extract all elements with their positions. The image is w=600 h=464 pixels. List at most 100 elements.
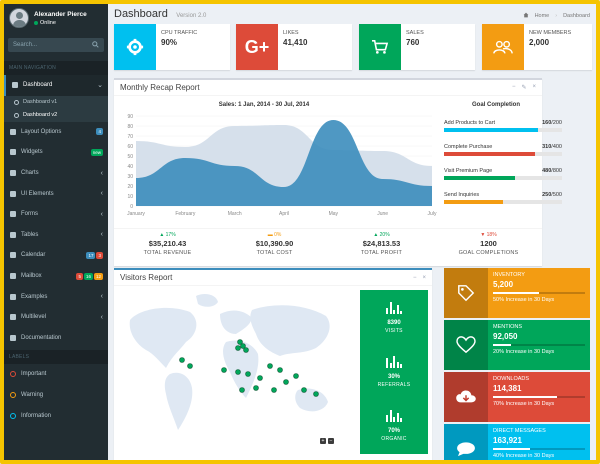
stat-label: REFERRALS [377, 382, 411, 388]
collapse-icon[interactable]: − [412, 274, 417, 281]
info-value: 90% [161, 38, 178, 47]
sidebar-item-charts[interactable]: Charts ‹ [4, 163, 108, 184]
visitor-marker[interactable] [271, 387, 277, 393]
world-map[interactable] [120, 290, 350, 450]
info-box-likes: G+ LIKES 41,410 [236, 24, 352, 70]
chevron-left-icon: ‹ [100, 169, 103, 177]
sidebar-item-mailbox[interactable]: Mailbox 5 16 12 [4, 266, 108, 287]
y-tick-label: 20 [127, 184, 133, 190]
info-box-members: NEW MEMBERS 2,000 [482, 24, 592, 70]
sidebar-item-multilevel[interactable]: Multilevel ‹ [4, 307, 108, 328]
visitor-marker[interactable] [283, 379, 289, 385]
visitor-marker[interactable] [237, 339, 243, 345]
info-box-sales: SALES 760 [359, 24, 475, 70]
visitor-marker[interactable] [277, 367, 283, 373]
tile-description: 50% Increase in 30 Days [493, 297, 555, 303]
visitor-marker[interactable] [253, 385, 259, 391]
search-input[interactable]: Search... [8, 38, 104, 52]
info-value: 41,410 [283, 38, 308, 47]
sidebar-item-documentation[interactable]: Documentation [4, 328, 108, 349]
visits-stat: 8390 VISITS [360, 300, 428, 334]
bar-chart-icon [360, 408, 428, 422]
chart-title: Sales: 1 Jan, 2014 - 30 Jul, 2014 [218, 102, 310, 108]
visitor-marker[interactable] [257, 375, 263, 381]
sidebar-item-layout-options[interactable]: Layout Options 4 [4, 122, 108, 143]
visitor-marker[interactable] [179, 357, 185, 363]
visitor-marker[interactable] [240, 343, 246, 349]
goal-item: Send Inquiries 250/500 [444, 192, 562, 204]
main-content: Dashboard Version 2.0 Home › Dashboard C… [108, 4, 596, 460]
stat-value: 30% [387, 374, 400, 380]
visitors-report-box: Visitors Report − × + − [114, 268, 432, 460]
wrench-icon[interactable]: ✎ [521, 85, 527, 91]
sidebar-item-tables[interactable]: Tables ‹ [4, 225, 108, 246]
zoom-out-button[interactable]: − [328, 438, 334, 444]
sidebar-item-label: Dashboard [23, 82, 53, 89]
search-icon[interactable] [92, 40, 99, 50]
goal-total: 200 [552, 120, 562, 126]
table-icon [10, 231, 16, 238]
visitor-marker[interactable] [243, 347, 249, 353]
sidebar-item-examples[interactable]: Examples ‹ [4, 286, 108, 307]
folder-icon [10, 293, 16, 300]
tile-mentions: MENTIONS 92,050 20% Increase in 30 Days [444, 320, 590, 370]
sidebar-item-calendar[interactable]: Calendar 17 3 [4, 245, 108, 266]
sidebar-item-forms[interactable]: Forms ‹ [4, 204, 108, 225]
y-tick-label: 60 [127, 144, 133, 150]
stat-percentage: ▼ 18% [480, 232, 497, 238]
info-box-cpu: CPU TRAFFIC 90% [114, 24, 230, 70]
visitor-marker[interactable] [313, 391, 319, 397]
calendar-icon [10, 252, 16, 259]
info-label: LIKES [283, 30, 299, 36]
stat-value: 8390 [387, 320, 401, 326]
user-status: Online [34, 20, 87, 26]
visitor-marker[interactable] [235, 345, 241, 351]
sidebar-subitem-dashboard-v1[interactable]: Dashboard v1 [4, 96, 108, 109]
sidebar-label-important[interactable]: Important [4, 364, 108, 385]
sidebar-item-ui-elements[interactable]: UI Elements ‹ [4, 183, 108, 204]
sidebar-label-information[interactable]: Information [4, 405, 108, 426]
y-tick-label: 30 [127, 174, 133, 180]
sidebar-subitem-dashboard-v2[interactable]: Dashboard v2 [4, 109, 108, 122]
visitor-marker[interactable] [239, 387, 245, 393]
goal-item: Visit Premium Page 480/800 [444, 168, 562, 180]
close-icon[interactable]: × [422, 274, 426, 281]
search-placeholder: Search... [13, 42, 38, 48]
goal-label: Complete Purchase [444, 144, 493, 150]
new-badge: new [90, 148, 103, 156]
stat-label: TOTAL PROFIT [360, 250, 403, 256]
tile-direct-messages: DIRECT MESSAGES 163,921 40% Increase in … [444, 424, 590, 460]
book-icon [10, 334, 16, 341]
page-title: Dashboard [114, 8, 168, 20]
close-icon[interactable]: × [532, 84, 536, 90]
visitor-marker[interactable] [187, 363, 193, 369]
visitor-marker[interactable] [235, 369, 241, 375]
circle-icon [14, 112, 19, 118]
visitor-marker[interactable] [267, 363, 273, 369]
recap-footer: ▲ 17% $35,210.43 TOTAL REVENUE ▬ 0% $10,… [114, 228, 542, 268]
avatar[interactable] [9, 8, 29, 28]
box-title: Visitors Report [120, 273, 173, 282]
box-tools: − × [413, 275, 426, 281]
collapse-icon[interactable]: − [511, 84, 516, 90]
tag-icon [444, 268, 488, 318]
files-icon [10, 128, 16, 135]
sidebar-item-dashboard[interactable]: Dashboard ⌄ [4, 75, 108, 96]
visitor-marker[interactable] [293, 373, 299, 379]
progress-bar [493, 344, 585, 346]
stat-label: TOTAL COST [256, 250, 293, 256]
zoom-in-button[interactable]: + [320, 438, 326, 444]
breadcrumb-home[interactable]: Home [534, 13, 550, 19]
visitor-marker[interactable] [301, 387, 307, 393]
visitor-marker[interactable] [221, 367, 227, 373]
progress-bar [444, 176, 562, 180]
goal-item: Complete Purchase 310/400 [444, 144, 562, 156]
progress-fill [444, 200, 503, 204]
pie-chart-icon [10, 170, 16, 177]
sidebar-label-warning[interactable]: Warning [4, 385, 108, 406]
info-label: CPU TRAFFIC [161, 30, 198, 36]
goal-current: 480 [542, 168, 552, 174]
sidebar-item-widgets[interactable]: Widgets new [4, 142, 108, 163]
visitor-marker[interactable] [245, 371, 251, 377]
progress-bar [493, 396, 585, 398]
